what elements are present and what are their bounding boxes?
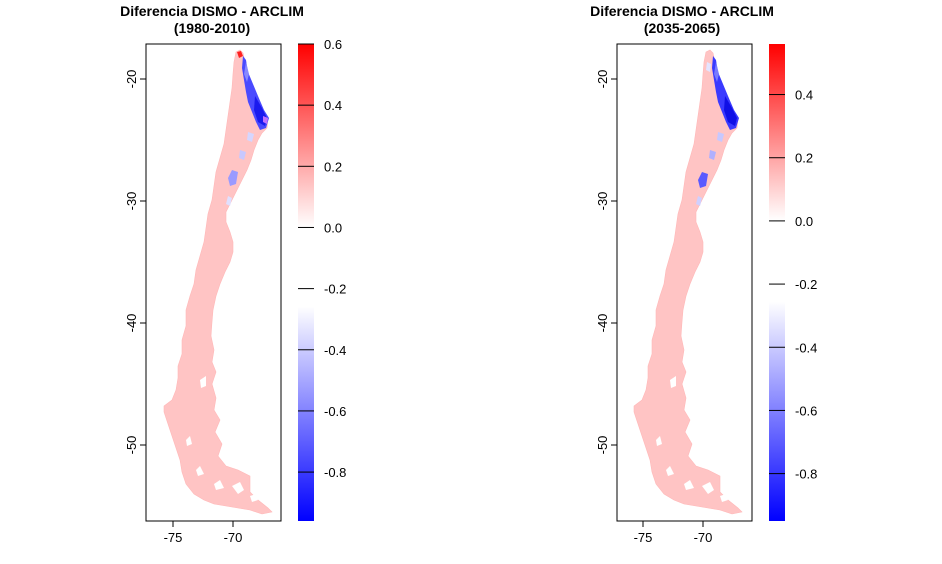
map-panel-1980-2010: Diferencia DISMO - ARCLIM (1980-2010) -7… [62, 3, 362, 545]
y-tick-label: -50 [124, 436, 139, 455]
x-tick-label: -70 [224, 530, 243, 545]
y-tick-label: -40 [595, 314, 610, 333]
legend-colorbar [769, 44, 785, 521]
legend-tick-label: 0.2 [795, 151, 813, 166]
legend-tick-label: 0.0 [324, 220, 342, 235]
legend-ticks: 0.6 0.4 0.2 0.0 -0.2 -0.4 -0.6 -0.8 [298, 37, 346, 480]
title-line: Diferencia DISMO - ARCLIM [590, 3, 774, 19]
legend-tick-label: -0.6 [324, 404, 346, 419]
legend-tick-label: -0.8 [324, 465, 346, 480]
legend-colorbar [298, 44, 314, 521]
y-axis: -20 -30 -40 -50 [124, 70, 146, 455]
title-line: Diferencia DISMO - ARCLIM [120, 3, 304, 19]
legend-tick-label: -0.2 [795, 277, 817, 292]
chile-landmass [163, 49, 273, 515]
y-axis: -20 -30 -40 -50 [595, 70, 617, 455]
map-figure: -75 -70 -20 -30 -40 -50 [124, 37, 346, 545]
legend-tick-label: 0.0 [795, 214, 813, 229]
legend-tick-label: 0.6 [324, 37, 342, 52]
chile-landmass [633, 49, 743, 515]
plot-frame [145, 43, 282, 522]
legend-tick-label: 0.2 [324, 159, 342, 174]
x-axis: -75 -70 [164, 521, 243, 545]
x-tick-label: -75 [634, 530, 653, 545]
legend-tick-label: -0.4 [795, 340, 817, 355]
map-title: Diferencia DISMO - ARCLIM (1980-2010) [62, 3, 362, 37]
legend-tick-label: -0.4 [324, 343, 346, 358]
y-tick-label: -50 [595, 436, 610, 455]
y-tick-label: -20 [124, 70, 139, 89]
y-tick-label: -30 [124, 192, 139, 211]
legend-tick-label: 0.4 [795, 88, 813, 103]
legend-tick-label: -0.2 [324, 282, 346, 297]
map-title: Diferencia DISMO - ARCLIM (2035-2065) [532, 3, 832, 37]
legend-tick-label: 0.4 [324, 98, 342, 113]
legend-tick-label: -0.6 [795, 403, 817, 418]
x-tick-label: -75 [164, 530, 183, 545]
map-panel-2035-2065: Diferencia DISMO - ARCLIM (2035-2065) -7… [471, 0, 942, 564]
x-tick-label: -70 [694, 530, 713, 545]
y-tick-label: -40 [124, 314, 139, 333]
x-axis: -75 -70 [634, 521, 713, 545]
y-tick-label: -30 [595, 192, 610, 211]
subtitle-line: (1980-2010) [173, 20, 251, 36]
map-figure: -75 -70 -20 -30 -40 -50 [595, 43, 817, 545]
subtitle-line: (2035-2065) [643, 20, 721, 36]
legend-tick-label: -0.8 [795, 467, 817, 482]
plot-frame [616, 43, 753, 522]
y-tick-label: -20 [595, 70, 610, 89]
legend-ticks: 0.4 0.2 0.0 -0.2 -0.4 -0.6 -0.8 [769, 88, 817, 482]
